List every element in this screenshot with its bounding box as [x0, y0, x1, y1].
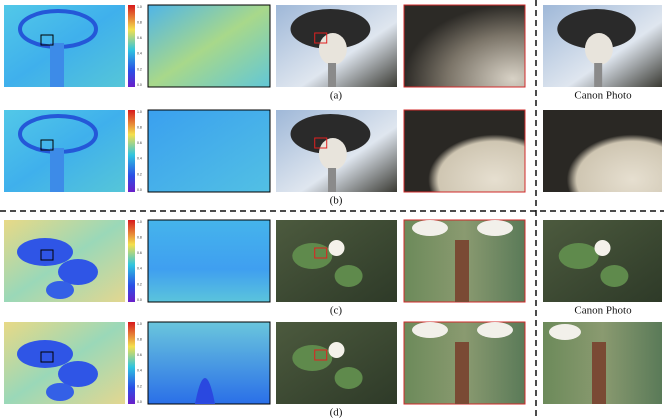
colorbar-tick: 0.8 [137, 236, 142, 240]
crop [404, 5, 525, 87]
petal [477, 220, 513, 236]
petal [412, 220, 448, 236]
depth-shape [50, 43, 64, 87]
colorbar-tick: 1.0 [137, 110, 142, 114]
colorbar-tick: 0.6 [137, 251, 142, 255]
stem [592, 342, 606, 404]
colorbar-tick: 0.8 [137, 21, 142, 25]
colorbar [128, 110, 135, 192]
colorbar-tick: 0.2 [137, 67, 142, 71]
colorbar-tick: 0.2 [137, 384, 142, 388]
stem [455, 240, 469, 302]
depth-shape [46, 281, 74, 299]
depth-shape [58, 361, 98, 387]
row-label: (a) [330, 90, 343, 102]
leaf [559, 243, 599, 269]
colorbar-tick: 0.4 [137, 52, 142, 56]
lamp-bulb [319, 33, 347, 65]
row-label: (c) [330, 305, 343, 317]
zoom-depth [148, 220, 270, 302]
colorbar [128, 220, 135, 302]
crop [404, 110, 525, 192]
row-label: (b) [330, 195, 343, 207]
lamp-pole [328, 168, 336, 192]
colorbar-tick: 1.0 [137, 5, 142, 9]
colorbar-tick: 1.0 [137, 322, 142, 326]
leaf [335, 367, 363, 389]
canon-label: Canon Photo [574, 90, 632, 102]
colorbar-tick: 0.4 [137, 369, 142, 373]
depth-shape [17, 340, 73, 368]
zoom-depth [148, 5, 270, 87]
colorbar-tick: 0.2 [137, 172, 142, 176]
lamp-bulb [319, 138, 347, 170]
lamp-bulb [585, 33, 613, 65]
canon-label: Canon Photo [574, 305, 632, 317]
colorbar-tick: 0.6 [137, 141, 142, 145]
leaf [600, 265, 628, 287]
colorbar [128, 5, 135, 87]
petal [549, 324, 581, 340]
colorbar-tick: 0.2 [137, 282, 142, 286]
colorbar-tick: 1.0 [137, 220, 142, 224]
colorbar-tick: 0.8 [137, 126, 142, 130]
colorbar-tick: 0.0 [137, 400, 142, 404]
crop [543, 110, 662, 192]
colorbar-tick: 0.4 [137, 157, 142, 161]
colorbar-tick: 0.0 [137, 188, 142, 192]
colorbar-tick: 0.8 [137, 338, 142, 342]
colorbar-tick: 0.6 [137, 36, 142, 40]
row: 1.0 0.8 0.6 0.4 0.2 0.0 (a) [4, 5, 662, 102]
leaf [335, 265, 363, 287]
row: 1.0 0.8 0.6 0.4 0.2 0.0 (b) [4, 110, 662, 207]
row-label: (d) [330, 407, 343, 419]
row: 1.0 0.8 0.6 0.4 0.2 0.0 (c) [4, 220, 662, 317]
zoom-depth [148, 110, 270, 192]
colorbar-tick: 0.0 [137, 298, 142, 302]
stem [455, 342, 469, 404]
depth-shape [46, 383, 74, 401]
lamp-pole [328, 63, 336, 87]
petal [412, 322, 448, 338]
flower [329, 342, 345, 358]
depth-shape [50, 148, 64, 192]
row: 1.0 0.8 0.6 0.4 0.2 0.0 (d) [4, 322, 662, 419]
colorbar [128, 322, 135, 404]
depth-shape [58, 259, 98, 285]
colorbar-tick: 0.0 [137, 83, 142, 87]
colorbar-tick: 0.4 [137, 267, 142, 271]
depth-shape [17, 238, 73, 266]
flower [329, 240, 345, 256]
figure: 1.0 0.8 0.6 0.4 0.2 0.0 (a) 1.0 0.8 0.6 0.4 0.2 0.0 (… [0, 0, 664, 419]
colorbar-tick: 0.6 [137, 353, 142, 357]
flower [595, 240, 611, 256]
lamp-pole [594, 63, 602, 87]
petal [477, 322, 513, 338]
